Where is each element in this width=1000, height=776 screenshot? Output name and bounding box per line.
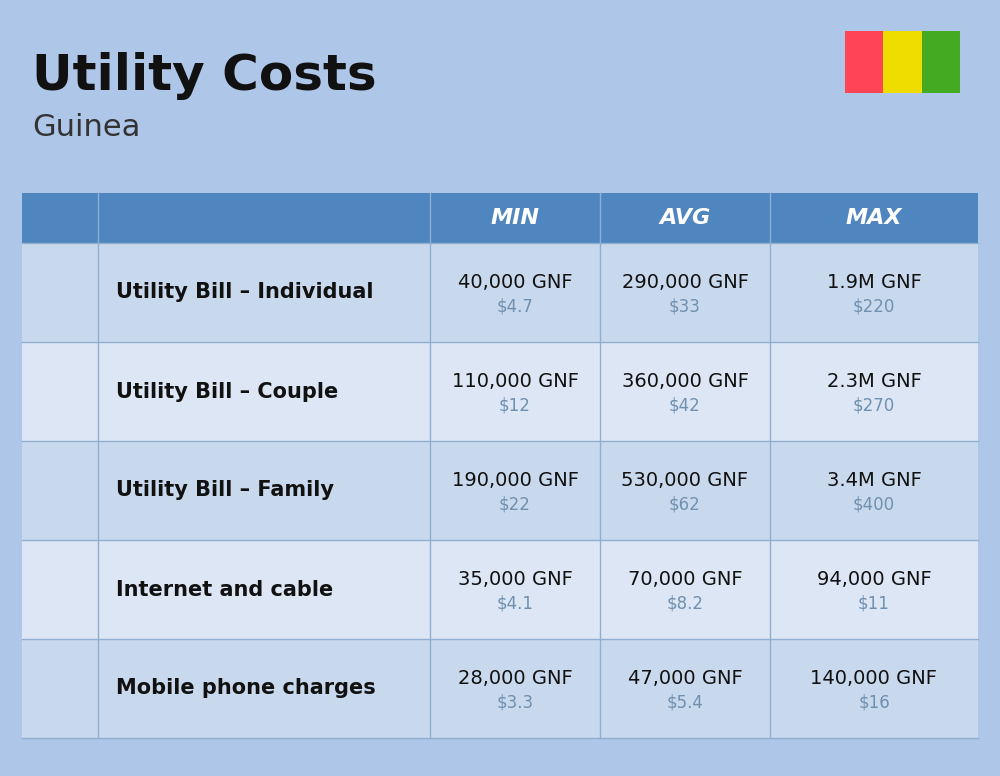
- Text: 94,000 GNF: 94,000 GNF: [817, 570, 931, 589]
- Text: 1.9M GNF: 1.9M GNF: [827, 273, 921, 292]
- Text: 28,000 GNF: 28,000 GNF: [458, 669, 572, 688]
- Bar: [22, 441, 978, 540]
- Text: $5.4: $5.4: [667, 694, 703, 712]
- Text: $22: $22: [499, 496, 531, 514]
- Text: 40,000 GNF: 40,000 GNF: [458, 273, 572, 292]
- Text: AVG: AVG: [659, 208, 711, 228]
- Bar: [922, 31, 960, 93]
- Text: Internet and cable: Internet and cable: [116, 580, 333, 600]
- Text: 3.4M GNF: 3.4M GNF: [827, 471, 921, 490]
- Text: 47,000 GNF: 47,000 GNF: [628, 669, 742, 688]
- Text: Mobile phone charges: Mobile phone charges: [116, 678, 376, 698]
- Text: $33: $33: [669, 297, 701, 316]
- Text: Utility Bill – Family: Utility Bill – Family: [116, 480, 334, 501]
- Text: $400: $400: [853, 496, 895, 514]
- Text: $4.7: $4.7: [497, 297, 533, 316]
- Text: $62: $62: [669, 496, 701, 514]
- Bar: [22, 193, 978, 243]
- Bar: [22, 243, 978, 342]
- Text: $8.2: $8.2: [666, 594, 704, 612]
- Bar: [883, 31, 922, 93]
- Text: $270: $270: [853, 397, 895, 414]
- Text: 110,000 GNF: 110,000 GNF: [452, 372, 578, 391]
- Text: $3.3: $3.3: [496, 694, 534, 712]
- Bar: [845, 31, 883, 93]
- Text: 70,000 GNF: 70,000 GNF: [628, 570, 742, 589]
- Text: 140,000 GNF: 140,000 GNF: [810, 669, 938, 688]
- Text: Utility Bill – Couple: Utility Bill – Couple: [116, 382, 338, 401]
- Text: 360,000 GNF: 360,000 GNF: [622, 372, 748, 391]
- Text: Utility Bill – Individual: Utility Bill – Individual: [116, 282, 374, 303]
- Text: 2.3M GNF: 2.3M GNF: [827, 372, 921, 391]
- Bar: [22, 342, 978, 441]
- Text: 35,000 GNF: 35,000 GNF: [458, 570, 572, 589]
- Text: $11: $11: [858, 594, 890, 612]
- Text: $42: $42: [669, 397, 701, 414]
- Text: MIN: MIN: [490, 208, 540, 228]
- Text: $220: $220: [853, 297, 895, 316]
- Text: 190,000 GNF: 190,000 GNF: [452, 471, 578, 490]
- Bar: [22, 540, 978, 639]
- Text: 530,000 GNF: 530,000 GNF: [621, 471, 749, 490]
- Text: Guinea: Guinea: [32, 113, 140, 143]
- Text: $16: $16: [858, 694, 890, 712]
- Text: Utility Costs: Utility Costs: [32, 52, 377, 100]
- Text: 290,000 GNF: 290,000 GNF: [622, 273, 748, 292]
- Text: MAX: MAX: [846, 208, 902, 228]
- Text: $12: $12: [499, 397, 531, 414]
- Bar: [22, 639, 978, 738]
- Text: $4.1: $4.1: [496, 594, 534, 612]
